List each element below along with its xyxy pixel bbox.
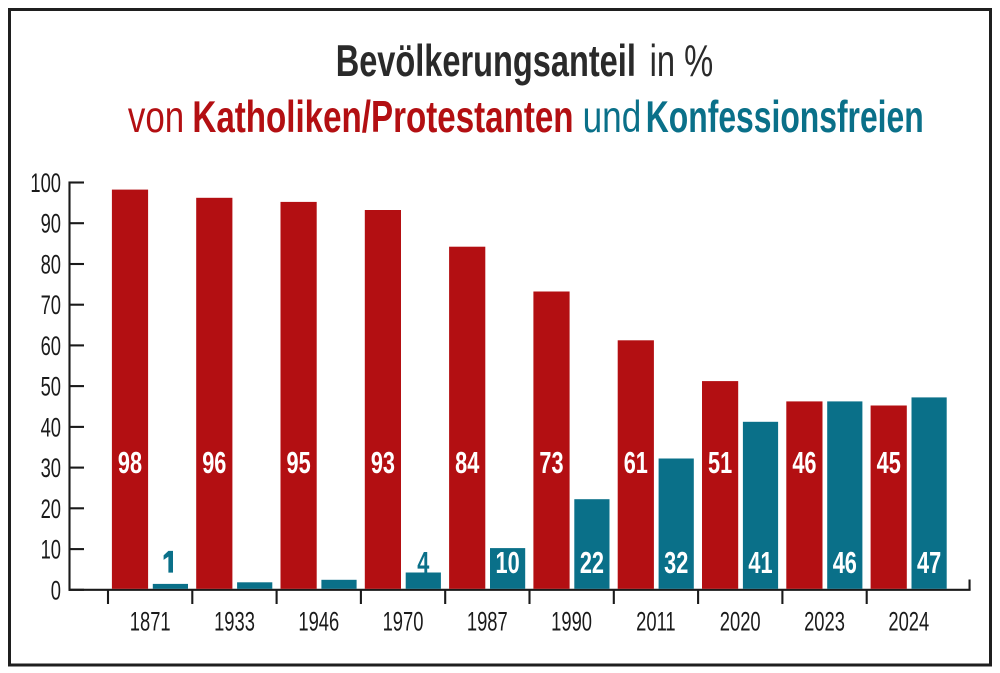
svg-text:2020: 2020 [720,606,761,636]
svg-text:Konfessionsfreien: Konfessionsfreien [646,93,924,142]
svg-text:in %: in % [650,37,714,86]
svg-text:0: 0 [51,575,61,605]
svg-text:1987: 1987 [467,606,508,636]
svg-text:2023: 2023 [804,606,845,636]
svg-text:von: von [128,93,184,142]
svg-text:51: 51 [708,445,732,480]
svg-text:20: 20 [41,493,61,523]
svg-text:84: 84 [455,445,479,480]
svg-text:10: 10 [41,534,61,564]
svg-text:und: und [583,93,642,142]
svg-text:1970: 1970 [383,606,424,636]
svg-text:1946: 1946 [298,606,339,636]
svg-text:4: 4 [417,545,429,580]
svg-text:61: 61 [624,445,648,480]
svg-text:46: 46 [792,445,816,480]
svg-text:30: 30 [41,453,61,483]
svg-text:10: 10 [496,545,520,580]
svg-text:100: 100 [30,167,61,197]
svg-text:32: 32 [664,545,688,580]
svg-text:22: 22 [580,545,604,580]
svg-text:1990: 1990 [551,606,592,636]
svg-text:73: 73 [539,445,563,480]
svg-text:Katholiken/Protestanten: Katholiken/Protestanten [192,92,573,142]
svg-text:46: 46 [833,545,857,580]
svg-text:95: 95 [287,445,311,480]
svg-text:60: 60 [41,330,61,360]
svg-text:50: 50 [41,371,61,401]
svg-text:Bevölkerungsanteil: Bevölkerungsanteil [336,37,636,86]
svg-text:45: 45 [877,445,901,480]
svg-text:70: 70 [41,290,61,320]
svg-text:90: 90 [41,208,61,238]
svg-text:41: 41 [748,545,772,580]
svg-text:47: 47 [917,545,941,580]
svg-text:96: 96 [202,445,226,480]
svg-text:2011: 2011 [636,606,675,636]
svg-text:98: 98 [118,445,142,480]
svg-text:40: 40 [41,412,61,442]
svg-text:1933: 1933 [214,606,255,636]
svg-text:80: 80 [41,249,61,279]
svg-text:2024: 2024 [888,606,929,636]
svg-text:1871: 1871 [130,606,171,636]
svg-text:93: 93 [371,445,395,480]
